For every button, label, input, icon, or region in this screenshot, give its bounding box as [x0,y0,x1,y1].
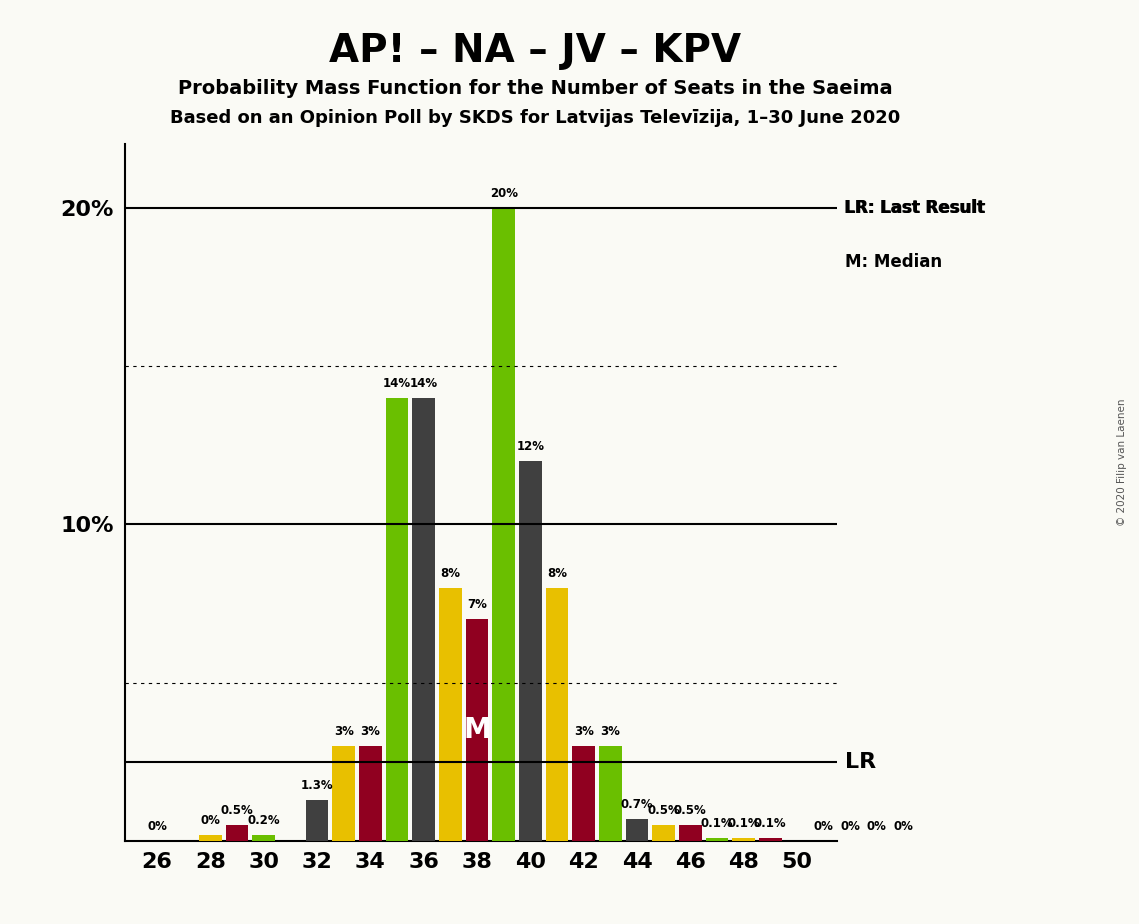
Text: 1.3%: 1.3% [301,779,334,792]
Text: 0.7%: 0.7% [621,797,654,811]
Bar [412,397,435,841]
Text: LR: Last Result: LR: Last Result [845,199,985,217]
Text: 3%: 3% [360,725,380,738]
Bar [333,746,355,841]
Text: Probability Mass Function for the Number of Seats in the Saeima: Probability Mass Function for the Number… [178,79,893,98]
Text: 0%: 0% [841,820,860,833]
Text: 0.1%: 0.1% [728,817,760,830]
Text: 14%: 14% [410,377,437,390]
Text: 0%: 0% [894,820,913,833]
Text: 8%: 8% [547,566,567,579]
Text: © 2020 Filip van Laenen: © 2020 Filip van Laenen [1117,398,1126,526]
Text: M: Median: M: Median [845,252,942,271]
Text: 14%: 14% [383,377,411,390]
Bar [492,208,515,841]
Bar [199,834,222,841]
Bar [653,825,675,841]
Text: 0%: 0% [200,814,221,827]
Text: M: M [464,716,491,744]
Text: 12%: 12% [516,440,544,453]
Bar [599,746,622,841]
Bar [226,825,248,841]
Bar [546,588,568,841]
Text: 0%: 0% [147,820,167,833]
Bar [625,819,648,841]
Bar [253,834,276,841]
Text: 0.1%: 0.1% [700,817,734,830]
Text: 0.5%: 0.5% [221,804,254,817]
Text: 0.1%: 0.1% [754,817,787,830]
Bar [466,619,489,841]
Text: 3%: 3% [600,725,621,738]
Text: 0.2%: 0.2% [247,814,280,827]
Text: 20%: 20% [490,187,518,200]
Bar [732,838,755,841]
Text: 0%: 0% [867,820,887,833]
Text: LR: LR [845,752,876,772]
Bar [386,397,409,841]
Bar [439,588,461,841]
Bar [759,838,781,841]
Text: 3%: 3% [334,725,354,738]
Bar [572,746,595,841]
Text: AP! – NA – JV – KPV: AP! – NA – JV – KPV [329,32,741,70]
Bar [679,825,702,841]
Bar [706,838,728,841]
Text: 3%: 3% [574,725,593,738]
Text: 7%: 7% [467,599,487,612]
Text: LR: Last Result: LR: Last Result [844,199,984,217]
Text: Based on an Opinion Poll by SKDS for Latvijas Televīzija, 1–30 June 2020: Based on an Opinion Poll by SKDS for Lat… [170,109,901,127]
Text: 8%: 8% [441,566,460,579]
Text: 0.5%: 0.5% [647,804,680,817]
Bar [359,746,382,841]
Bar [305,800,328,841]
Text: 0%: 0% [813,820,834,833]
Text: 0.5%: 0.5% [674,804,706,817]
Bar [519,461,542,841]
